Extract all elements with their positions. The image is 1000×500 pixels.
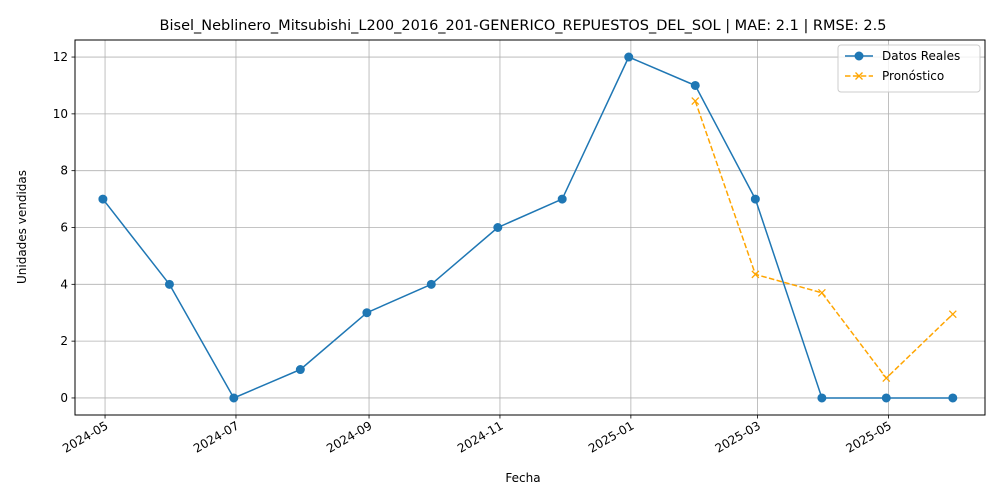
y-tick-label: 2 [60, 334, 68, 348]
y-tick-label: 6 [60, 221, 68, 235]
grid-lines [75, 40, 985, 415]
x-tick-label: 2024-07 [191, 418, 241, 455]
data-point-datos-reales [98, 194, 108, 204]
data-point-datos-reales [493, 223, 503, 232]
data-point-pronostico [882, 374, 891, 383]
series-layer [98, 52, 958, 403]
y-tick-label: 4 [60, 277, 68, 291]
legend-item: Pronóstico [845, 69, 944, 83]
data-point-datos-reales [557, 194, 567, 204]
series-pronostico [691, 97, 957, 383]
data-point-datos-reales [690, 80, 700, 90]
x-axis-title: Fecha [505, 471, 540, 485]
y-axis-title: Unidades vendidas [15, 170, 29, 284]
series-line-datos-reales [102, 56, 953, 399]
x-axis: 2024-05 2024-07 2024-09 2024-11 2025-01 2025-… [60, 415, 894, 456]
series-datos-reales [98, 52, 958, 403]
data-point-datos-reales [229, 393, 239, 403]
y-axis: 0 2 4 6 8 10 12 [53, 50, 75, 405]
legend-marker [854, 51, 864, 61]
x-tick-label: 2024-11 [455, 418, 505, 455]
y-tick-label: 10 [53, 107, 68, 121]
data-point-datos-reales [948, 393, 958, 403]
data-point-datos-reales [362, 308, 372, 318]
series-line-pronostico [694, 100, 954, 379]
data-point-pronostico [817, 288, 826, 297]
x-tick-label: 2024-09 [324, 418, 374, 455]
y-tick-label: 8 [60, 164, 68, 178]
x-tick-label: 2024-05 [60, 418, 110, 455]
data-point-datos-reales [624, 52, 634, 62]
data-point-datos-reales [750, 194, 760, 204]
legend-marker [855, 72, 863, 80]
legend: Datos Reales Pronóstico [837, 44, 981, 93]
data-point-pronostico [691, 97, 700, 106]
data-point-datos-reales [295, 365, 305, 375]
legend-item: Datos Reales [845, 49, 960, 63]
y-tick-label: 0 [60, 391, 68, 405]
legend-label: Pronóstico [882, 69, 944, 83]
x-tick-label: 2025-05 [843, 418, 893, 455]
legend-box [837, 44, 981, 93]
y-tick-label: 12 [53, 50, 68, 64]
legend-label: Datos Reales [882, 49, 960, 63]
data-point-datos-reales [817, 393, 827, 403]
data-point-datos-reales [881, 393, 891, 403]
data-point-datos-reales [426, 279, 436, 289]
data-point-pronostico [751, 270, 760, 279]
data-point-datos-reales [164, 279, 174, 289]
chart-title: Bisel_Neblinero_Mitsubishi_L200_2016_201… [160, 18, 887, 34]
data-point-pronostico [948, 310, 957, 319]
x-tick-label: 2025-01 [586, 418, 636, 455]
x-tick-label: 2025-03 [713, 418, 763, 455]
